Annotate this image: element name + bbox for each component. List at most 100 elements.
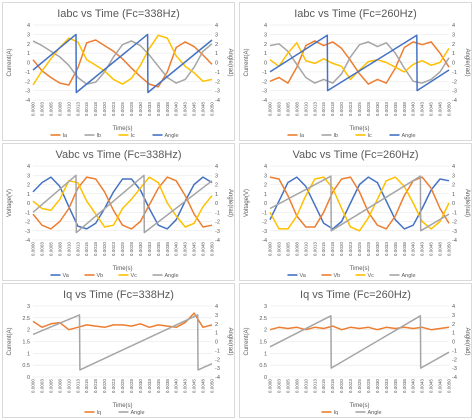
legend-label: Angle [165,273,179,279]
y-tick-label: -2 [25,220,30,226]
y-tick-label: 4 [27,164,30,170]
y2-tick-label: -1 [215,210,220,216]
x-tick-label: 0.0000 [268,242,273,256]
y2-axis-label: Angle(rad) [464,327,470,355]
y2-tick-label: 3 [452,173,455,179]
x-tick-label: 0.0050 [447,242,452,256]
x-tick-label: 0.0030 [138,379,143,393]
x-tick-label: 0.0028 [366,379,371,393]
x-tick-label: 0.0033 [147,379,152,393]
x-tick-label: 0.0040 [411,379,416,393]
x-tick-label: 0.0035 [393,242,398,256]
x-axis-label: Time(s) [112,266,132,272]
y2-axis-label: Angle(rad) [227,48,233,76]
y2-tick-label: 3 [215,313,218,319]
x-tick-label: 0.0010 [303,379,308,393]
legend-label: Iq [334,410,339,416]
y-tick-label: 1 [264,51,267,57]
x-tick-label: 0.0005 [48,242,53,256]
x-tick-label: 0.0028 [129,242,134,256]
y-tick-label: 1 [27,51,30,57]
x-tick-label: 0.0023 [111,379,116,393]
series-line-ib [269,41,450,84]
x-tick-label: 0.0030 [138,102,143,116]
legend-label: Vb [97,273,104,279]
x-tick-label: 0.0048 [201,379,206,393]
y2-tick-label: 1 [452,331,455,337]
y-axis-label: Current(A) [7,48,13,76]
y2-axis-label: Angle(rad) [464,189,470,217]
y2-tick-label: 0 [215,61,218,67]
y-tick-label: 1 [264,351,267,357]
x-tick-label: 0.0025 [357,379,362,393]
x-tick-label: 0.0020 [339,242,344,256]
chart-panel: Iq vs Time (Fc=260Hz) 0 0.5 1 1.5 2 2.5 3 -4 -3 -2… [239,283,472,418]
y2-tick-label: 4 [215,23,218,29]
y-tick-label: 2 [27,328,30,334]
y-tick-label: -1 [262,70,267,76]
x-axis-label: Time(s) [112,126,132,132]
y-tick-label: 3 [27,173,30,179]
chart-svg: Iabc vs Time (Fc=338Hz) -4 -3 -2 -1 0 1 2 3 4 -4 -3… [7,8,233,139]
legend-label: Ia [63,133,69,139]
y-tick-label: -3 [262,89,267,95]
y-tick-label: 1 [264,192,267,198]
y2-tick-label: 4 [452,23,455,29]
series-line-vc [269,176,450,232]
series-line-iq [32,312,213,331]
x-tick-label: 0.0045 [192,379,197,393]
legend-label: Va [63,273,70,279]
x-tick-label: 0.0035 [393,379,398,393]
y-tick-label: -4 [25,98,30,104]
legend-label: Vb [334,273,341,279]
y-tick-label: 0 [264,375,267,381]
y2-tick-label: -3 [452,366,457,372]
x-tick-label: 0.0048 [438,242,443,256]
legend-label: Vc [368,273,375,279]
y2-tick-label: -4 [452,238,457,244]
y2-tick-label: 1 [215,192,218,198]
y2-axis-label: Angle(rad) [227,189,233,217]
x-tick-label: 0.0035 [393,102,398,116]
y2-tick-label: 0 [452,201,455,207]
x-tick-label: 0.0008 [294,379,299,393]
x-tick-label: 0.0003 [39,242,44,256]
series-line-angle [32,33,213,94]
x-tick-label: 0.0038 [402,379,407,393]
x-tick-label: 0.0028 [129,102,134,116]
x-tick-label: 0.0033 [384,102,389,116]
y2-tick-label: 0 [215,201,218,207]
x-tick-label: 0.0005 [48,102,53,116]
chart-title: Iabc vs Time (Fc=260Hz) [294,8,417,20]
x-tick-label: 0.0030 [375,102,380,116]
x-tick-label: 0.0008 [57,102,62,116]
x-tick-label: 0.0003 [39,379,44,393]
x-tick-label: 0.0018 [93,102,98,116]
y2-tick-label: 4 [452,304,455,310]
x-tick-label: 0.0045 [429,379,434,393]
y2-tick-label: -1 [215,70,220,76]
x-tick-label: 0.0043 [183,379,188,393]
x-tick-label: 0.0038 [165,242,170,256]
x-tick-label: 0.0013 [312,242,317,256]
y2-tick-label: 1 [452,51,455,57]
y2-tick-label: -1 [452,348,457,354]
x-tick-label: 0.0050 [210,242,215,256]
y-tick-label: -4 [262,238,267,244]
y2-tick-label: 3 [215,173,218,179]
x-tick-label: 0.0025 [357,242,362,256]
y2-tick-label: -2 [215,357,220,363]
y2-tick-label: -2 [452,79,457,85]
x-tick-label: 0.0010 [66,242,71,256]
y2-tick-label: -1 [215,348,220,354]
x-tick-label: 0.0015 [84,102,89,116]
x-tick-label: 0.0018 [330,242,335,256]
y-tick-label: 1.5 [22,340,30,346]
x-tick-label: 0.0043 [183,242,188,256]
legend-label: Vc [131,273,138,279]
y-tick-label: -2 [25,79,30,85]
chart-title: Iq vs Time (Fc=338Hz) [63,289,174,301]
x-tick-label: 0.0015 [321,102,326,116]
x-tick-label: 0.0048 [438,102,443,116]
x-tick-label: 0.0020 [339,379,344,393]
